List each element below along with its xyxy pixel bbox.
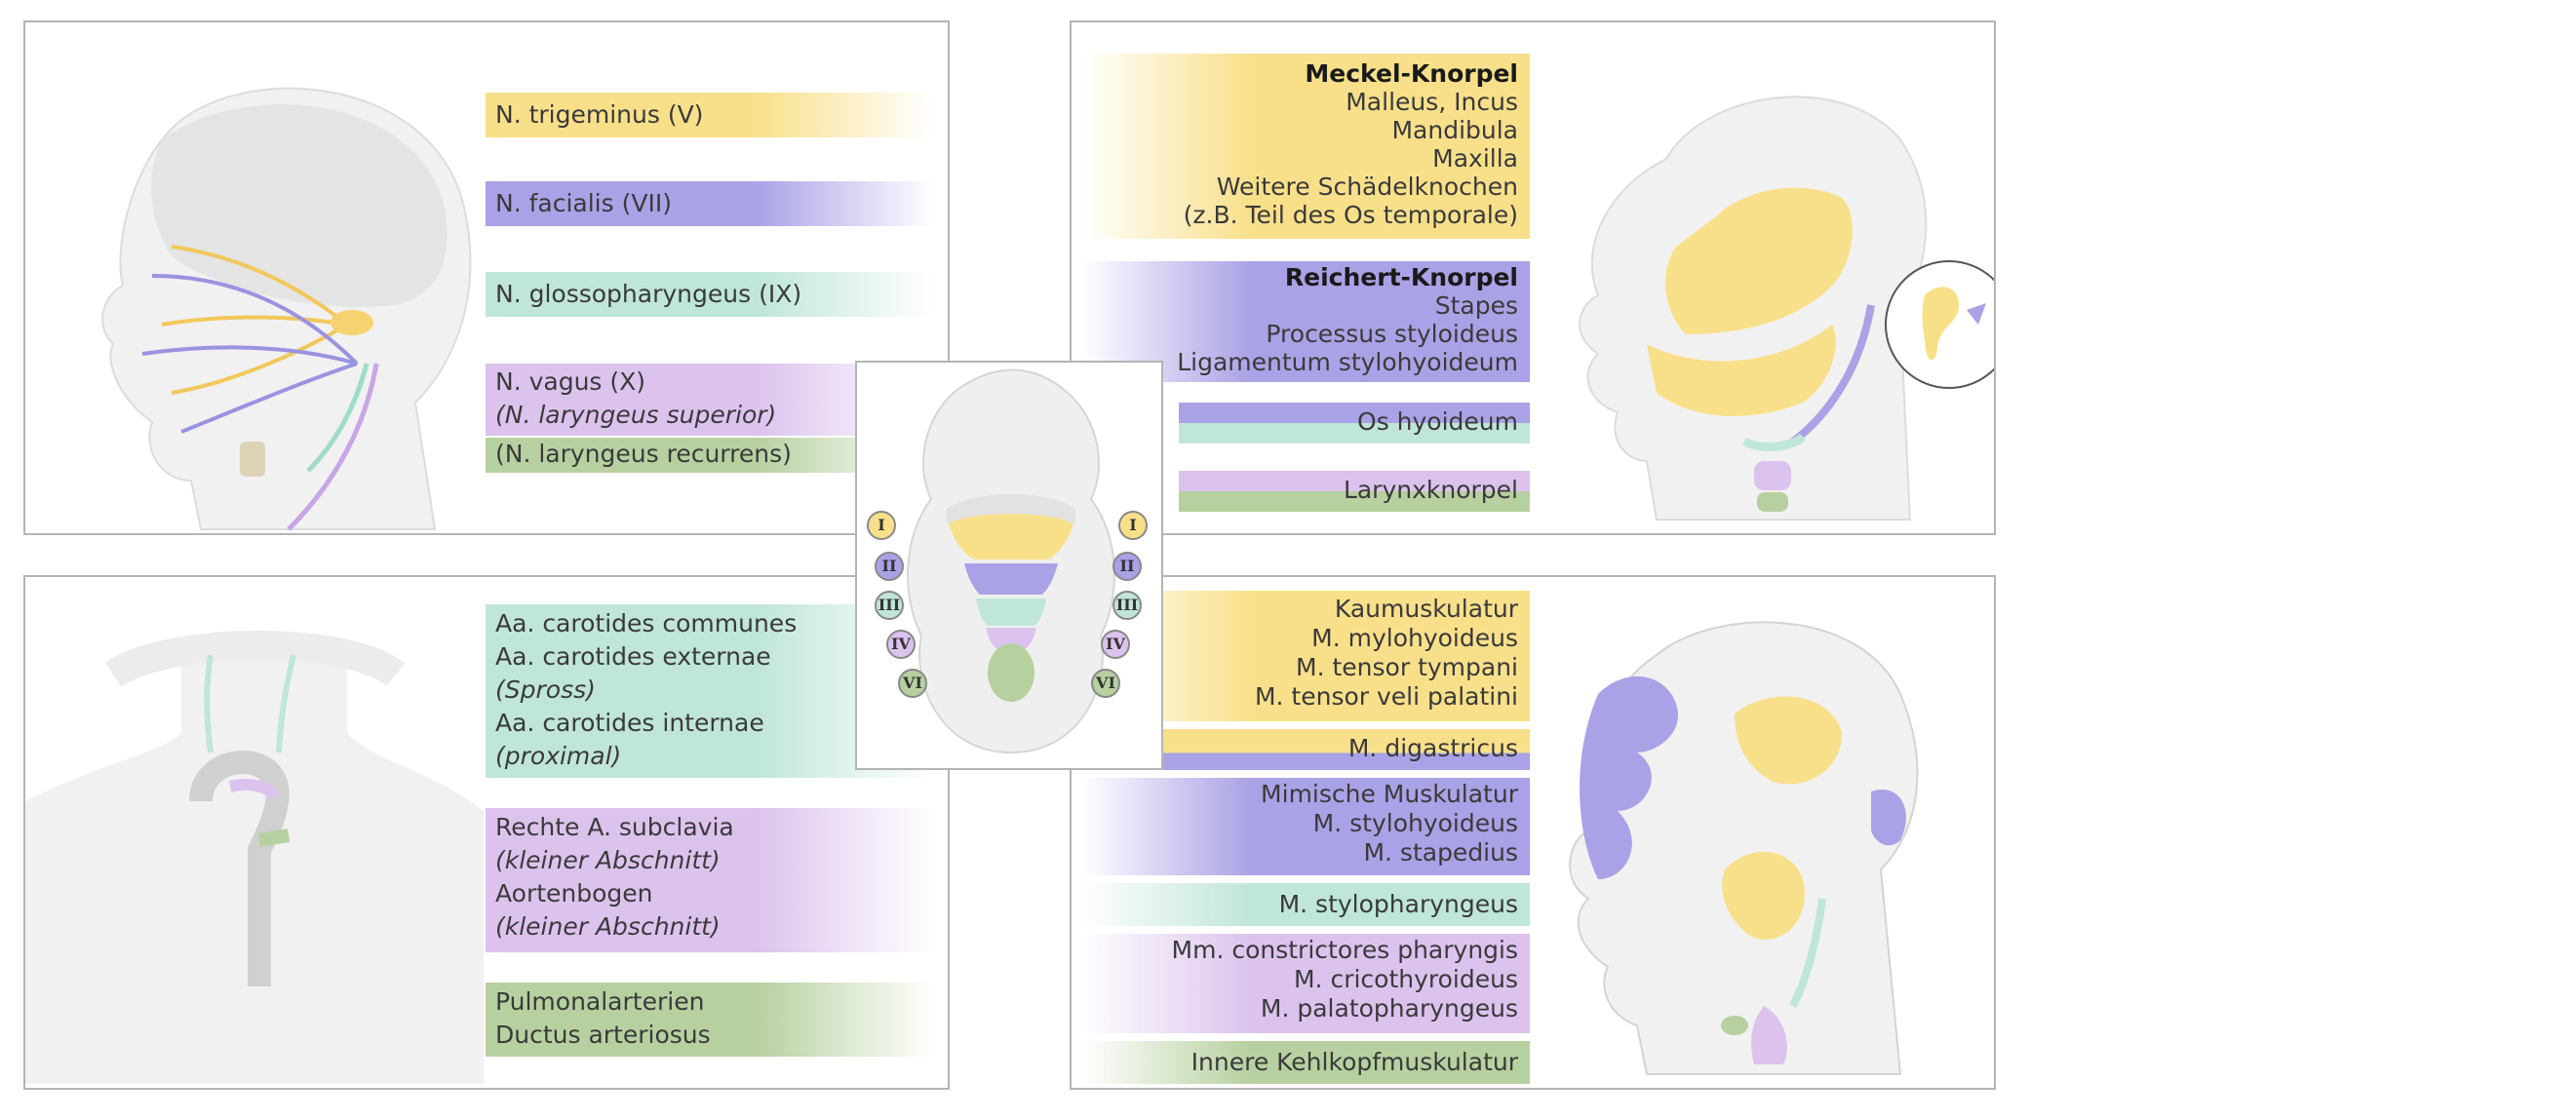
common-carotid-left (204, 654, 214, 753)
muscles-panel: Kaumuskulatur M. mylohyoideus M. tensor … (1070, 575, 1996, 1090)
arch-badge-right-2: II (1112, 552, 1142, 581)
stapes (1967, 303, 1986, 325)
head-muscles-illustration (1569, 621, 1919, 1075)
embryo-panel: I II III IV VI I II III IV VI (855, 361, 1163, 770)
facialis-nerve (141, 274, 359, 434)
muscle-arch3-label: M. stylopharyngeus (1081, 883, 1530, 926)
embryo-arch3 (976, 598, 1046, 626)
cartilage-reichert-box: Reichert-Knorpel Stapes Processus styloi… (1081, 261, 1530, 382)
cartilage-panel: Meckel-Knorpel Malleus, Incus Mandibula … (1070, 20, 1996, 535)
embryo-arch2 (964, 563, 1058, 595)
arch-badge-right-1: I (1118, 511, 1148, 540)
embryo-arch4 (986, 628, 1036, 649)
larynx-arch6 (1721, 1016, 1748, 1035)
cartilage-larynx-label: Larynxknorpel (1179, 471, 1530, 512)
head-skeleton-illustration (1579, 96, 1969, 521)
muscle-arch2-box: Mimische Muskulatur M. stylohyoideus M. … (1081, 778, 1530, 875)
artery-arch6-box: Pulmonalarterien Ductus arteriosus (486, 983, 934, 1057)
nerve-label-trigeminus: N. trigeminus (V) (486, 93, 934, 137)
styloid-arch2 (1790, 304, 1875, 445)
meckel-title: Meckel-Knorpel (1305, 59, 1518, 88)
embryo-arch1 (949, 514, 1073, 560)
arch-badge-right-6: VI (1091, 669, 1120, 698)
ossicles-inset (1885, 260, 1994, 389)
nerve-label-glossopharyngeus: N. glossopharyngeus (IX) (486, 272, 934, 317)
nerves-panel: N. trigeminus (V) N. facialis (VII) N. g… (23, 20, 950, 535)
glossopharyngeus-nerve (306, 363, 370, 473)
mandible-arch1 (1647, 325, 1836, 416)
arch-badge-left-3: III (875, 591, 904, 620)
muscle-digastricus-label: M. digastricus (1159, 729, 1530, 770)
skull-arch1 (1665, 187, 1853, 334)
vagus-nerve (287, 363, 379, 531)
facial-muscles-arch2 (1580, 675, 1678, 879)
cricoid-cartilage (1757, 492, 1788, 512)
aortic-arch-illustration (25, 631, 484, 1084)
hyoid-bone (1741, 433, 1807, 451)
head-nerves-illustration (101, 87, 472, 531)
reichert-title: Reichert-Knorpel (1284, 263, 1518, 291)
arch-badge-right-4: IV (1101, 630, 1130, 659)
arch-badge-left-4: IV (886, 630, 916, 659)
cartilage-meckel-box: Meckel-Knorpel Malleus, Incus Mandibula … (1081, 54, 1530, 239)
cartilage-hyoid-label: Os hyoideum (1179, 403, 1530, 444)
embryo-arch6 (988, 643, 1034, 702)
constrictors-arch4 (1751, 1006, 1787, 1064)
auricularis-arch2 (1871, 790, 1906, 846)
stylopharyngeus-arch3 (1789, 898, 1826, 1008)
larynx-shape (240, 442, 265, 477)
common-carotid-right (276, 654, 296, 753)
vagus-sub-superior: (N. laryngeus superior) (495, 401, 777, 429)
arch-badge-left-1: I (867, 511, 896, 540)
muscle-arch6-label: Innere Kehlkopfmuskulatur (1081, 1041, 1530, 1084)
arch-badge-left-2: II (875, 552, 904, 581)
arteries-panel: Aa. carotides communes Aa. carotides ext… (23, 575, 950, 1090)
trigeminus-nerve (161, 245, 349, 395)
nerve-label-facialis: N. facialis (VII) (486, 181, 934, 226)
embryo-arches-illustration (907, 368, 1115, 754)
aortic-arch4-segment (228, 779, 280, 800)
ductus-arteriosus (257, 829, 291, 847)
artery-arch4-box: Rechte A. subclavia (kleiner Abschnitt) … (486, 808, 934, 952)
arch-badge-left-6: VI (898, 669, 927, 698)
muscle-arch4-box: Mm. constrictores pharyngis M. cricothyr… (1081, 934, 1530, 1033)
temporalis-arch1 (1735, 696, 1842, 785)
arch-badge-right-3: III (1112, 591, 1142, 620)
malleus-incus (1922, 287, 1959, 361)
thyroid-cartilage (1754, 461, 1791, 490)
masseter-arch1 (1722, 851, 1805, 940)
